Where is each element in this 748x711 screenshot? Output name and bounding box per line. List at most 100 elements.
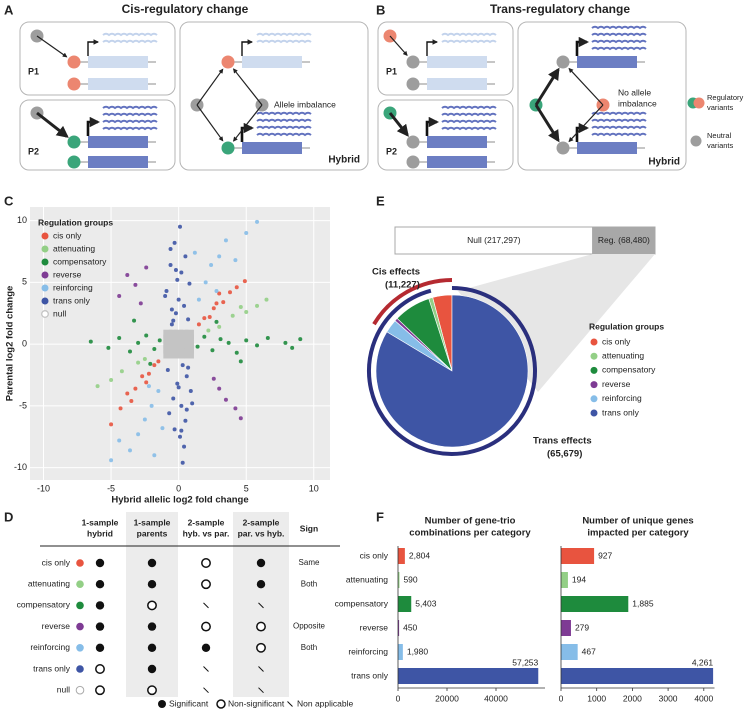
gene <box>88 56 148 68</box>
point <box>202 334 207 339</box>
transcript <box>102 112 158 117</box>
variant-node <box>221 141 235 155</box>
transcript <box>441 126 497 131</box>
point <box>163 293 168 298</box>
transcript <box>441 105 497 110</box>
significant-mark <box>147 622 157 631</box>
column-header: Sign <box>300 523 318 533</box>
annotation-value: (65,679) <box>547 449 582 460</box>
point <box>144 265 149 270</box>
pie-slice <box>375 294 529 448</box>
point <box>217 254 222 259</box>
bar <box>561 668 714 684</box>
label: P2 <box>28 146 39 156</box>
row-label: attenuating <box>28 578 70 588</box>
point <box>234 285 239 290</box>
point <box>118 406 123 411</box>
point <box>173 268 178 272</box>
point <box>168 349 178 359</box>
legend-label: variants <box>707 141 734 150</box>
annotation: No allele <box>618 87 651 97</box>
promoter <box>425 116 440 136</box>
point <box>88 339 93 344</box>
point <box>186 365 191 370</box>
point <box>209 263 214 268</box>
point <box>163 329 173 339</box>
significant-mark <box>95 643 105 652</box>
panel-title: Trans-regulatory change <box>490 2 630 16</box>
regulation-arrow <box>232 68 263 106</box>
row-marker <box>76 580 84 588</box>
point <box>203 280 208 285</box>
point <box>214 289 219 293</box>
point <box>163 344 173 354</box>
point <box>255 343 260 348</box>
point <box>156 389 161 394</box>
point <box>244 310 249 314</box>
legend-label: attenuating <box>53 243 95 253</box>
gene <box>427 78 487 90</box>
regulation-arrow <box>568 67 604 106</box>
legend-marker <box>287 701 293 707</box>
gene <box>577 142 637 154</box>
gene <box>88 136 148 148</box>
point <box>129 398 134 403</box>
non-significant-mark <box>147 685 157 696</box>
legend-label: Significant <box>169 698 209 708</box>
non-applicable-mark <box>258 666 264 672</box>
legend-marker <box>41 310 49 318</box>
non-applicable-mark <box>258 602 264 609</box>
transcript <box>256 125 312 130</box>
point <box>238 416 243 421</box>
point <box>146 384 151 389</box>
panel-box <box>19 99 176 171</box>
point <box>217 291 222 296</box>
significant-mark <box>95 558 105 568</box>
significant-mark <box>95 601 105 610</box>
transcript <box>591 25 647 30</box>
significant-mark <box>95 622 105 631</box>
point <box>163 334 173 344</box>
panel-letter: B <box>376 2 385 17</box>
point <box>180 363 185 368</box>
legend-marker <box>590 381 598 389</box>
value-label: 194 <box>572 574 586 584</box>
legend-marker <box>41 245 49 253</box>
transcript <box>256 132 312 137</box>
gene <box>88 156 148 168</box>
row-marker <box>75 685 85 695</box>
sign-label: Opposite <box>293 622 326 631</box>
point <box>133 386 138 391</box>
x-axis-title: Hybrid allelic log2 fold change <box>111 495 248 506</box>
point <box>223 238 228 243</box>
point <box>157 338 162 343</box>
bar <box>398 548 405 564</box>
point <box>187 281 192 286</box>
bar <box>398 620 400 636</box>
point <box>163 339 173 349</box>
point <box>169 322 174 327</box>
variant-node <box>67 155 81 169</box>
label: P2 <box>386 146 397 156</box>
non-applicable-mark <box>258 687 264 694</box>
legend-marker <box>590 395 598 403</box>
gene <box>88 78 148 90</box>
annotation-value: (11,227) <box>385 280 420 291</box>
point <box>109 377 114 382</box>
effect-arc <box>372 278 453 326</box>
point <box>234 350 239 355</box>
significant-mark <box>256 580 266 589</box>
point <box>188 389 193 394</box>
regulation-arrow <box>568 104 604 143</box>
label: P1 <box>386 66 397 76</box>
y-tick-label: 0 <box>22 338 27 348</box>
point <box>206 328 211 333</box>
regulation-arrow <box>389 35 408 56</box>
point <box>255 303 260 308</box>
bar-label: Reg. (68,480) <box>598 235 650 245</box>
panel-letter: F <box>376 509 384 524</box>
point <box>176 297 181 302</box>
row-marker <box>76 665 84 673</box>
point <box>190 401 195 406</box>
point <box>233 258 238 263</box>
